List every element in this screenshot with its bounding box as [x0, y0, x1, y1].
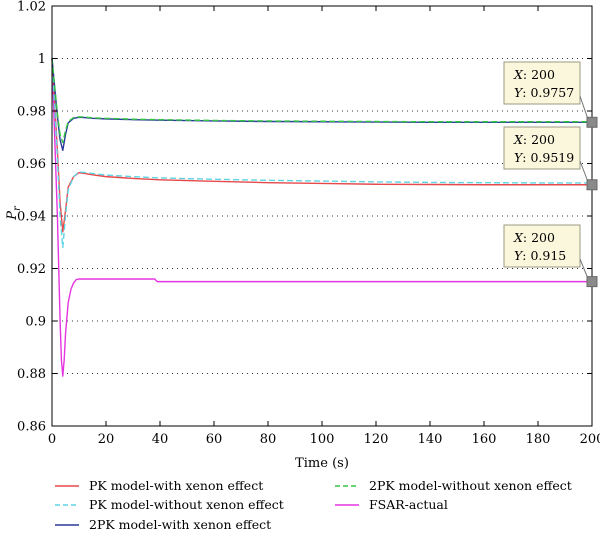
y-tick-label: 0.88	[17, 367, 46, 382]
x-tick-label: 0	[48, 432, 56, 447]
y-tick-label: 0.94	[17, 210, 46, 225]
y-tick-label: 0.92	[17, 262, 46, 277]
y-axis-title-main: P	[5, 211, 20, 221]
datatip-x-value: : 200	[523, 132, 555, 147]
x-tick-label: 160	[472, 432, 497, 447]
x-tick-label: 20	[98, 432, 115, 447]
legend: PK model-with xenon effect PK model-witho…	[55, 478, 572, 532]
datatip-pointer	[579, 258, 589, 279]
datatip-x-label: X	[513, 230, 524, 245]
y-tick-label: 1.02	[17, 0, 46, 15]
x-tick-label: 60	[206, 432, 223, 447]
y-tick-label: 0.98	[17, 105, 46, 120]
series-line-1	[51, 58, 592, 233]
datatip-marker	[586, 276, 598, 288]
x-tick-label: 40	[152, 432, 169, 447]
datatip-y-value: : 0.9757	[522, 85, 574, 100]
datatip-box	[503, 224, 581, 268]
series-line-4	[51, 58, 592, 144]
grid-lines	[52, 58, 592, 374]
datatip-x-text: X: 200	[513, 132, 555, 147]
legend-label-2: PK model-without xenon effect	[89, 497, 284, 512]
datatip-y-text: Y: 0.915	[514, 248, 566, 263]
legend-label-5: FSAR-actual	[369, 497, 448, 512]
axis-ticks: 0.86 0.88 0.9 0.92 0.94 0.96 0.98 1 1.02 0 20 40 60 8…	[17, 0, 600, 447]
series-line-5	[51, 58, 592, 377]
datatip-y-value: : 0.9519	[522, 150, 574, 165]
datatip-x-label: X	[513, 67, 524, 82]
y-tick-label: 1	[38, 52, 46, 67]
datatip-y-label: Y	[514, 248, 524, 263]
y-tick-label: 0.96	[17, 157, 46, 172]
datatip-marker	[586, 116, 598, 128]
datatip-marker	[586, 179, 598, 191]
datatip-x-text: X: 200	[513, 67, 555, 82]
datatip-y-label: Y	[514, 150, 524, 165]
legend-label-4: 2PK model-without xenon effect	[369, 478, 572, 493]
y-tick-label: 0.9	[25, 315, 46, 330]
x-tick-label: 140	[418, 432, 443, 447]
datatip-y-label: Y	[514, 85, 524, 100]
series-line-2	[51, 58, 592, 249]
x-tick-label: 120	[364, 432, 389, 447]
legend-label-3: 2PK model-with xenon effect	[89, 517, 271, 532]
x-tick-label: 180	[526, 432, 551, 447]
datatip-x-value: : 200	[523, 230, 555, 245]
x-tick-label: 80	[260, 432, 277, 447]
datatip-box	[503, 61, 581, 105]
y-axis-title-sub: r	[12, 205, 23, 211]
legend-label-1: PK model-with xenon effect	[89, 478, 263, 493]
datatip-x-text: X: 200	[513, 230, 555, 245]
datatip-x-label: X	[513, 132, 524, 147]
y-axis-title: Pr	[5, 205, 23, 221]
x-tick-label: 100	[310, 432, 335, 447]
y-tick-label: 0.86	[17, 420, 46, 435]
datatip-x-value: : 200	[523, 67, 555, 82]
x-axis-title: Time (s)	[295, 456, 349, 471]
datatip-y-value: : 0.915	[522, 248, 566, 263]
series-lines	[51, 58, 592, 377]
datatip-y-text: Y: 0.9757	[514, 85, 574, 100]
datatip-pointer	[579, 95, 589, 120]
datatip-y-text: Y: 0.9519	[514, 150, 574, 165]
datatip-pointer	[579, 160, 589, 182]
x-tick-label: 200	[580, 432, 600, 447]
datatip-box	[503, 126, 581, 170]
